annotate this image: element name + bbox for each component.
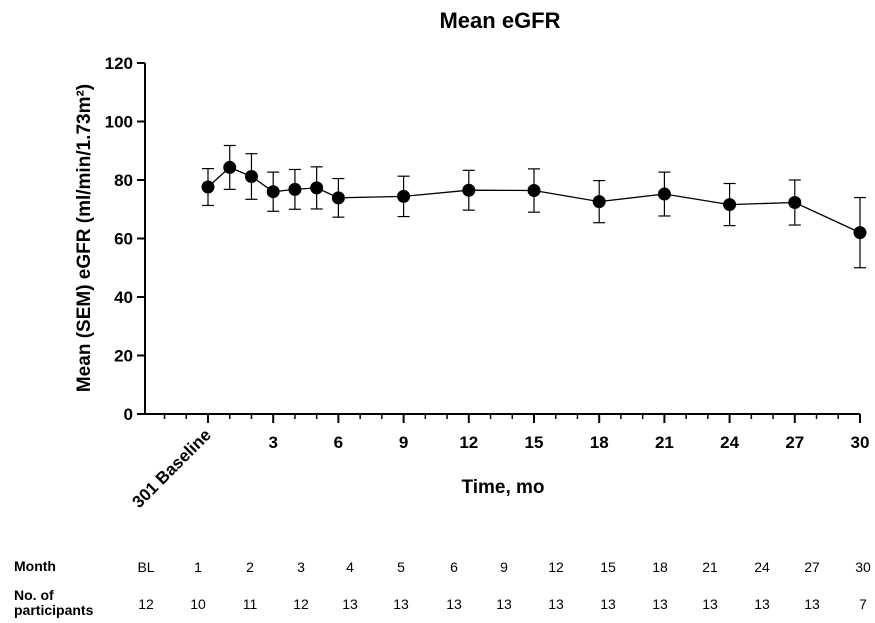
participants-cell: 13 bbox=[393, 596, 409, 612]
participants-table: Month No. of participants BL 1 2 3 4 5 6 9 12 15 1… bbox=[0, 550, 875, 623]
x-axis-label: Time, mo bbox=[461, 477, 544, 498]
month-cell: BL bbox=[137, 559, 155, 575]
data-point bbox=[788, 196, 802, 210]
x-tick-label: 24 bbox=[720, 433, 739, 452]
participants-cell: 12 bbox=[138, 596, 154, 612]
y-tick-label: 0 bbox=[124, 405, 133, 424]
month-cell: 2 bbox=[246, 559, 254, 575]
data-point bbox=[527, 184, 541, 198]
participants-row-label: No. of participants bbox=[14, 588, 93, 618]
participants-cell: 13 bbox=[702, 596, 718, 612]
y-tick-label: 60 bbox=[114, 230, 133, 249]
data-point bbox=[723, 198, 737, 212]
participants-cell: 12 bbox=[293, 596, 309, 612]
data-point bbox=[201, 180, 215, 194]
data-point bbox=[853, 226, 867, 240]
x-tick-label: 15 bbox=[525, 433, 544, 452]
data-point bbox=[397, 189, 411, 203]
participants-cell: 13 bbox=[804, 596, 820, 612]
chart-title: Mean eGFR bbox=[439, 8, 560, 33]
data-point bbox=[266, 185, 280, 199]
month-cell: 21 bbox=[702, 559, 718, 575]
participants-cell: 11 bbox=[242, 596, 258, 612]
x-tick-label: 12 bbox=[459, 433, 478, 452]
month-cell: 24 bbox=[754, 559, 770, 575]
data-point bbox=[223, 160, 237, 174]
data-point bbox=[244, 169, 258, 183]
month-cell: 6 bbox=[450, 559, 458, 575]
month-cell: 15 bbox=[600, 559, 616, 575]
data-point bbox=[310, 181, 324, 195]
x-tick-label: 21 bbox=[655, 433, 674, 452]
participants-label-line1: No. of bbox=[14, 587, 54, 603]
y-axis: 0 20 40 60 80 100 120 bbox=[105, 54, 146, 424]
y-tick-label: 120 bbox=[105, 54, 133, 73]
data-point bbox=[657, 187, 671, 201]
month-cell: 4 bbox=[346, 559, 354, 575]
month-cell: 18 bbox=[652, 559, 668, 575]
participants-cell: 13 bbox=[446, 596, 462, 612]
y-tick-label: 100 bbox=[105, 113, 133, 132]
x-tick-label: 301 Baseline bbox=[129, 425, 215, 511]
data-points bbox=[201, 160, 867, 240]
participants-cell: 13 bbox=[548, 596, 564, 612]
y-tick-label: 80 bbox=[114, 171, 133, 190]
participants-cell: 13 bbox=[652, 596, 668, 612]
participants-label-line2: participants bbox=[14, 602, 94, 618]
month-cell: 30 bbox=[855, 559, 871, 575]
month-cell: 12 bbox=[548, 559, 564, 575]
x-tick-label: 6 bbox=[334, 433, 343, 452]
month-cell: 9 bbox=[500, 559, 508, 575]
x-tick-label: 18 bbox=[590, 433, 609, 452]
participants-cell: 13 bbox=[496, 596, 512, 612]
y-axis-label: Mean (SEM) eGFR (ml/min/1.73m²) bbox=[74, 84, 95, 392]
month-cell: 3 bbox=[297, 559, 305, 575]
y-tick-label: 40 bbox=[114, 288, 133, 307]
x-tick-label: 3 bbox=[268, 433, 277, 452]
participants-cell: 13 bbox=[754, 596, 770, 612]
month-cell: 5 bbox=[397, 559, 405, 575]
data-point bbox=[462, 183, 476, 197]
data-point bbox=[288, 182, 302, 196]
month-cell: 1 bbox=[194, 559, 202, 575]
month-row-label: Month bbox=[14, 558, 56, 574]
participants-cell: 13 bbox=[342, 596, 358, 612]
x-tick-label: 9 bbox=[399, 433, 408, 452]
egfr-line-chart: Mean eGFR 0 20 40 60 80 100 120 301 Baseline 3 6… bbox=[74, 8, 870, 512]
month-cell: 27 bbox=[804, 559, 820, 575]
data-point bbox=[331, 191, 345, 205]
participants-cell: 7 bbox=[859, 596, 867, 612]
x-tick-label: 27 bbox=[785, 433, 804, 452]
error-bars bbox=[202, 144, 866, 269]
x-tick-label: 30 bbox=[851, 433, 870, 452]
participants-cell: 10 bbox=[190, 596, 206, 612]
data-point bbox=[592, 195, 606, 209]
y-tick-label: 20 bbox=[114, 347, 133, 366]
participants-cell: 13 bbox=[600, 596, 616, 612]
